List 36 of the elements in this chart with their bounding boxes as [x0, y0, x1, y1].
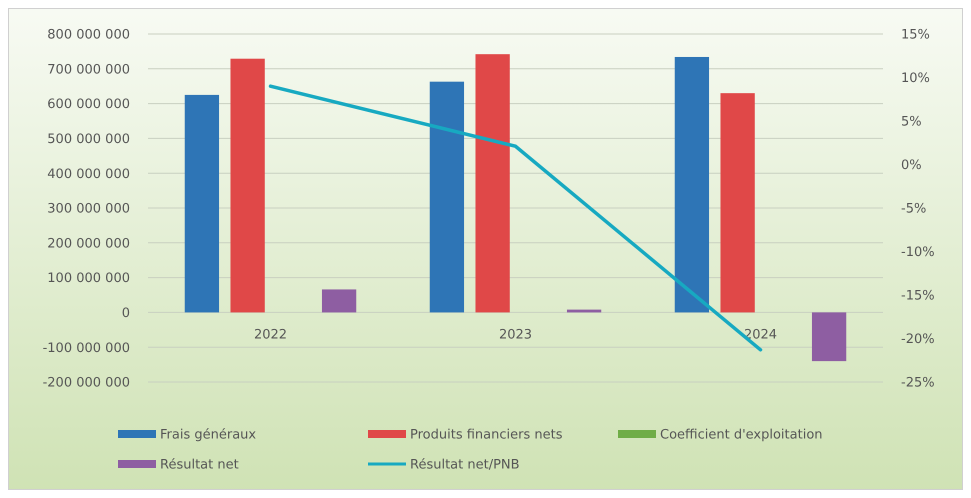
bar [184, 94, 220, 312]
y-tick-label: 600 000 000 [47, 97, 130, 112]
legend-label: Résultat net/PNB [410, 458, 520, 473]
bar [812, 312, 846, 362]
y2-tick-label: 15% [901, 28, 930, 43]
y-tick-label: 500 000 000 [47, 132, 130, 147]
legend-label: Produits financiers nets [410, 428, 563, 443]
y-tick-label: 0 [122, 306, 130, 321]
bar [430, 82, 464, 312]
y-tick-label: 700 000 000 [47, 62, 130, 78]
y-tick-label: 800 000 000 [47, 28, 130, 43]
y-tick-label: -100 000 000 [42, 340, 130, 356]
bar [720, 93, 755, 312]
x-tick-label: 2022 [254, 327, 288, 342]
y-tick-label: -200 000 000 [42, 376, 130, 391]
y2-tick-label: -20% [901, 332, 935, 348]
y2-tick-label: -10% [901, 245, 935, 260]
bar [475, 54, 510, 312]
bar [674, 56, 710, 312]
y2-tick-label: -15% [901, 288, 935, 304]
bar [322, 289, 356, 312]
y2-tick-label: -25% [901, 376, 935, 391]
y-tick-label: 400 000 000 [47, 166, 130, 182]
bar [230, 58, 265, 312]
y-tick-label: 300 000 000 [47, 202, 130, 217]
legend-label: Résultat net [160, 458, 239, 473]
y-tick-label: 200 000 000 [47, 236, 130, 252]
y-tick-label: 100 000 000 [47, 271, 130, 286]
y2-tick-label: 5% [901, 114, 922, 130]
y2-tick-label: -5% [901, 202, 926, 217]
y2-tick-label: 10% [901, 71, 930, 86]
legend-label: Frais généraux [160, 428, 256, 443]
x-tick-label: 2023 [498, 327, 532, 342]
bar [566, 310, 602, 312]
legend-label: Coefficient d'exploitation [660, 428, 823, 443]
y2-tick-label: 0% [901, 158, 922, 174]
